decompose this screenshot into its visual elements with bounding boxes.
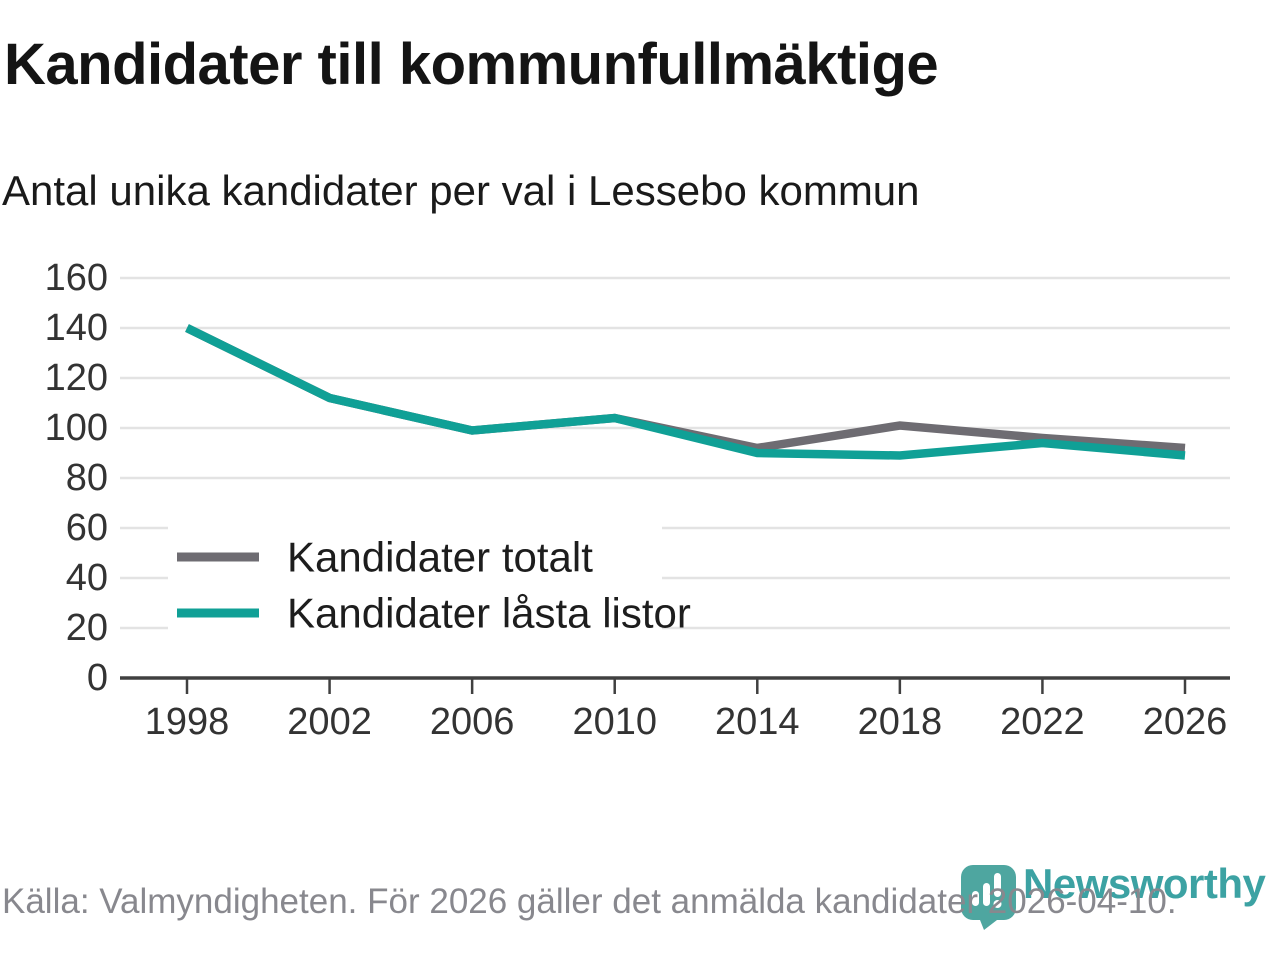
svg-text:60: 60 (66, 507, 108, 549)
bar-tall (983, 883, 990, 906)
svg-text:2002: 2002 (287, 701, 372, 743)
svg-text:2022: 2022 (1000, 701, 1085, 743)
svg-text:2018: 2018 (858, 701, 943, 743)
svg-text:140: 140 (45, 307, 108, 349)
svg-text:20: 20 (66, 607, 108, 649)
legend: Kandidater totalt Kandidater låsta listor (168, 525, 691, 641)
exclamation-bar (994, 873, 1001, 897)
line-chart: 0 20 40 60 80 100 120 140 160 1998 2002 2006 2010 201… (45, 257, 1230, 743)
legend-label: Kandidater totalt (287, 534, 593, 581)
svg-text:100: 100 (45, 407, 108, 449)
newsworthy-pin-barchart-icon (961, 865, 1016, 930)
chart-title: Kandidater till kommunfullmäktige (4, 32, 939, 97)
exclamation-dot (993, 900, 1002, 908)
newsworthy-logo: Newsworthy (960, 860, 1266, 931)
x-axis-labels: 1998 2002 2006 2010 2014 2018 2022 2026 (145, 701, 1228, 743)
svg-text:40: 40 (66, 557, 108, 599)
svg-text:0: 0 (87, 657, 108, 699)
x-axis (120, 676, 1230, 694)
y-axis-labels: 0 20 40 60 80 100 120 140 160 (45, 257, 108, 699)
svg-text:2006: 2006 (430, 701, 515, 743)
legend-label: Kandidater låsta listor (287, 590, 691, 637)
chart-subtitle: Antal unika kandidater per val i Lessebo… (2, 167, 920, 214)
series-line-kandidater-totalt (185, 324, 1186, 453)
series-line-kandidater-l-sta-listor (185, 324, 1186, 460)
svg-text:2010: 2010 (572, 701, 657, 743)
newsworthy-wordmark: Newsworthy (1023, 860, 1266, 907)
svg-text:2026: 2026 (1143, 701, 1228, 743)
svg-text:2014: 2014 (715, 701, 800, 743)
svg-text:120: 120 (45, 357, 108, 399)
svg-text:160: 160 (45, 257, 108, 299)
bar-short (972, 891, 979, 906)
svg-text:1998: 1998 (145, 701, 230, 743)
source-note: Källa: Valmyndigheten. För 2026 gäller d… (2, 882, 1177, 921)
svg-text:80: 80 (66, 457, 108, 499)
